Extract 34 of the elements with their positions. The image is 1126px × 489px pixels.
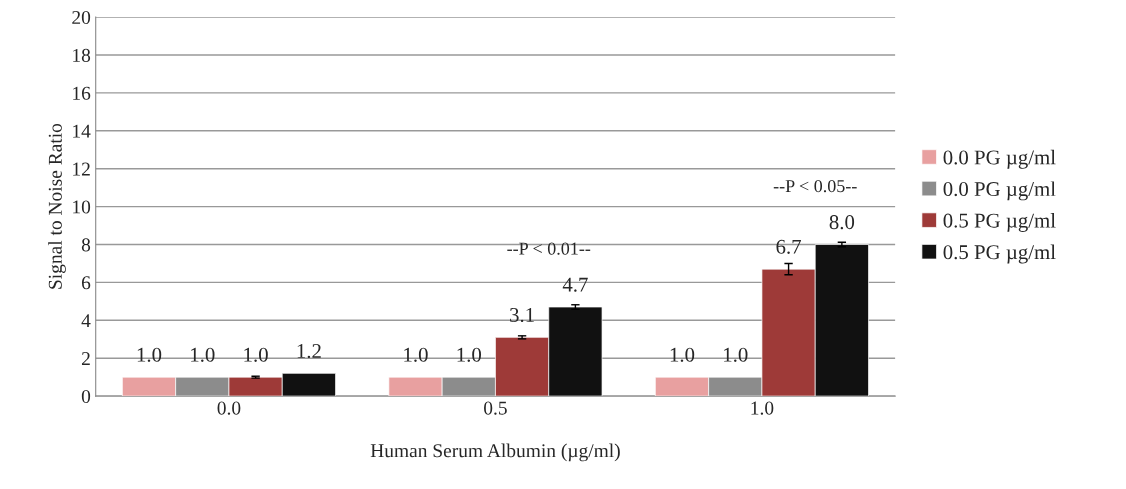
legend-label: 0.0 PG µg/ml — [943, 181, 1056, 201]
y-tick-label: 0 — [81, 389, 91, 404]
legend-label: 0.5 PG µg/ml — [943, 212, 1056, 232]
x-tick-label: 1.0 — [751, 401, 774, 415]
annotation: --P < 0.05-- — [773, 179, 857, 193]
data-label: 1.0 — [404, 347, 428, 362]
x-tick-label: 0.0 — [217, 401, 241, 415]
y-tick-label: 14 — [73, 124, 91, 138]
x-axis-title: Human Serum Albumin (µg/ml) — [370, 443, 620, 462]
y-tick-label: 20 — [72, 10, 91, 25]
y-tick-label: 12 — [73, 162, 90, 176]
data-label: 8.0 — [829, 215, 855, 230]
data-label: 1.0 — [137, 347, 162, 362]
data-label: 1.0 — [191, 347, 215, 362]
x-tick-label: 0.5 — [484, 401, 507, 415]
y-tick-label: 8 — [81, 238, 91, 252]
y-tick-label: 18 — [73, 48, 91, 62]
data-label: 1.0 — [244, 347, 268, 362]
y-tick-label: 2 — [81, 352, 90, 365]
data-label: 1.0 — [670, 347, 695, 362]
y-tick-label: 6 — [81, 276, 91, 290]
data-label: 6.7 — [776, 239, 801, 254]
data-label: 1.0 — [457, 347, 482, 362]
y-tick-label: 4 — [81, 314, 91, 328]
data-label: 1.0 — [724, 347, 748, 362]
y-axis-title: Signal to Noise Ratio — [48, 123, 66, 289]
annotation: --P < 0.01-- — [507, 242, 591, 255]
legend-label: 0.0 PG µg/ml — [943, 149, 1056, 169]
data-label: 4.7 — [562, 277, 588, 292]
data-label: 3.1 — [510, 308, 534, 323]
y-tick-label: 10 — [73, 200, 91, 214]
y-tick-label: 16 — [73, 86, 91, 100]
legend-label: 0.5 PG µg/ml — [943, 244, 1056, 264]
data-label: 1.2 — [297, 344, 321, 359]
